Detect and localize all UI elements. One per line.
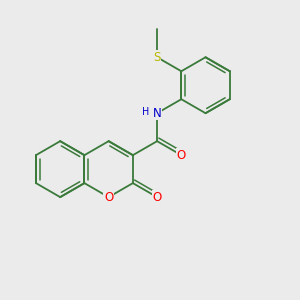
Text: S: S	[153, 51, 161, 64]
Text: O: O	[152, 190, 162, 204]
Text: H: H	[142, 107, 149, 117]
Text: O: O	[104, 190, 113, 204]
Text: N: N	[153, 107, 161, 120]
Text: O: O	[177, 149, 186, 162]
